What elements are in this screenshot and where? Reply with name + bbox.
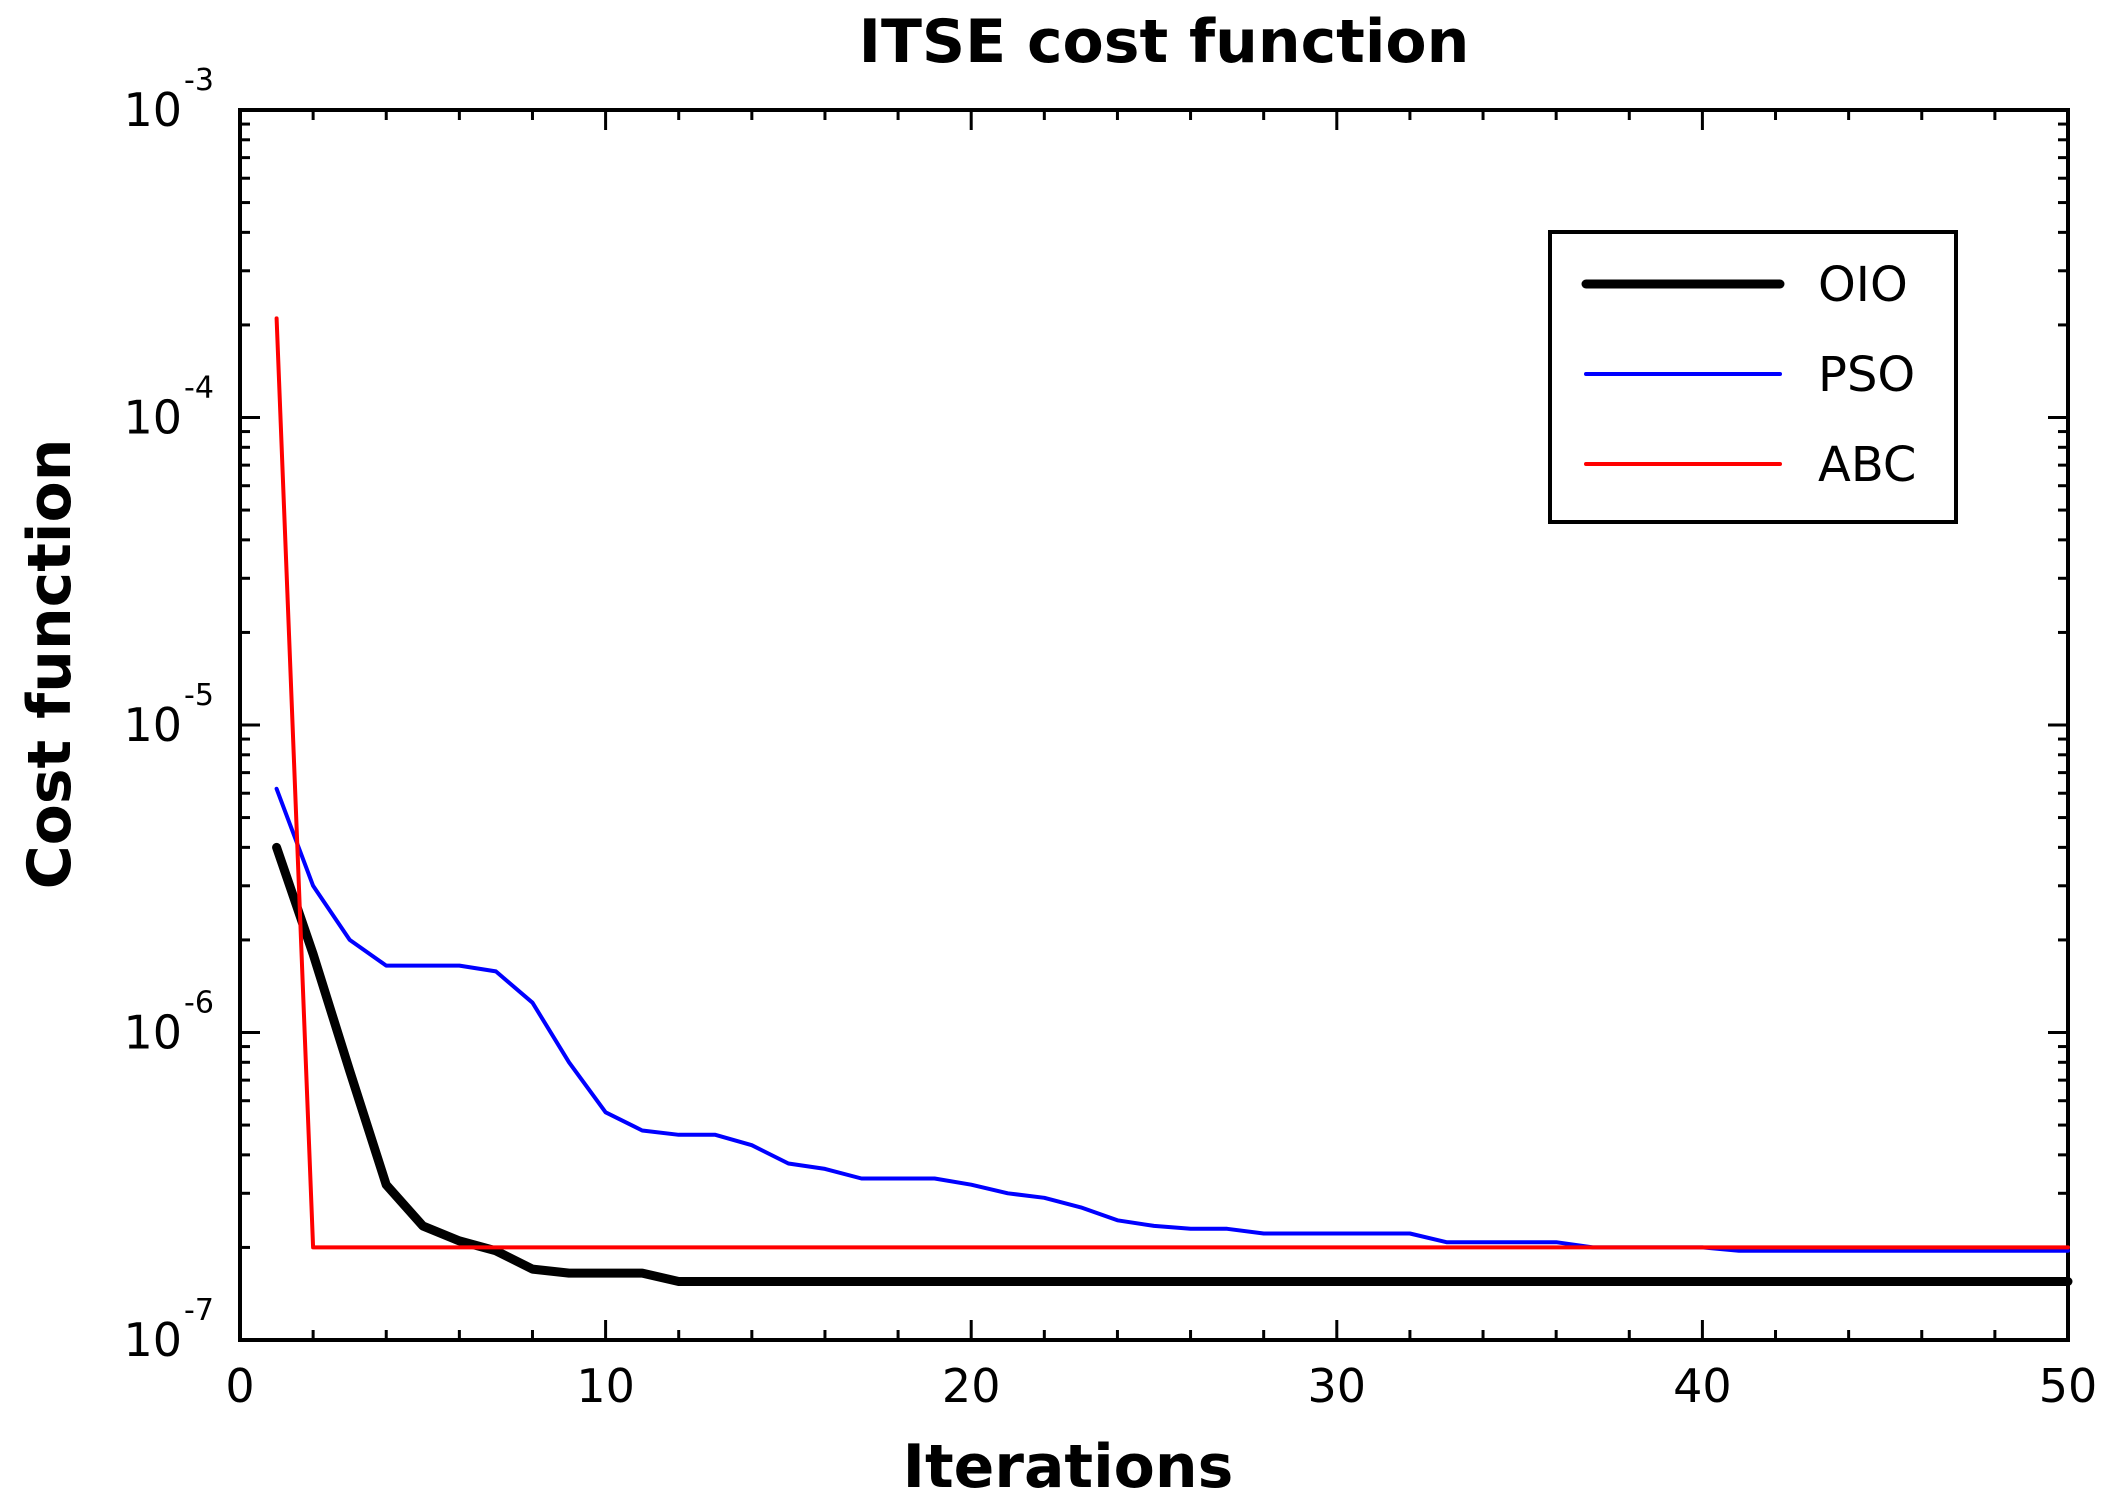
y-tick-exponent: -6 [184,986,214,1021]
legend-label-abc: ABC [1818,437,1916,493]
x-tick-label: 40 [1673,1359,1732,1413]
series-line-abc [274,316,2070,1250]
series-line-oio [272,842,2073,1286]
y-tick-exponent: -4 [184,371,214,406]
x-tick-label: 0 [225,1359,254,1413]
y-axis-label: Cost function [15,439,85,890]
legend-label-pso: PSO [1818,347,1915,403]
x-axis-label: Iterations [903,1432,1234,1502]
y-tick-exponent: -5 [184,678,214,713]
chart-title: ITSE cost function [859,7,1470,77]
y-tick-label: 10 [123,83,182,137]
y-tick-exponent: -7 [184,1293,214,1328]
x-tick-label: 30 [1308,1359,1367,1413]
y-tick-label: 10 [123,1313,182,1367]
x-tick-label: 10 [576,1359,635,1413]
y-tick-label: 10 [123,1006,182,1060]
x-tick-label: 20 [942,1359,1001,1413]
y-tick-exponent: -3 [184,63,214,98]
y-tick-label: 10 [123,391,182,445]
series-line-pso [274,786,2070,1253]
legend: OIO PSO ABC [1548,230,1958,524]
y-tick-label: 10 [123,698,182,752]
legend-label-oio: OIO [1818,257,1908,313]
x-tick-label: 50 [2039,1359,2098,1413]
